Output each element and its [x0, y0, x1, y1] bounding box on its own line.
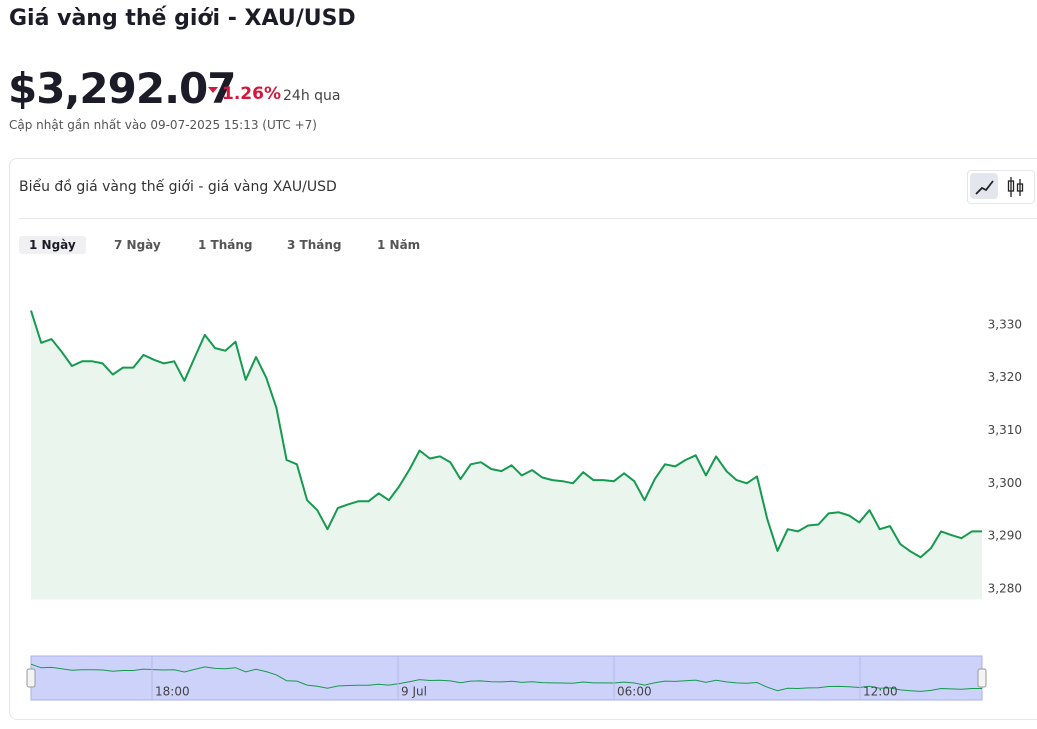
updated: Cập nhật gần nhất vào 09-07-2025 15:13 (… [9, 118, 317, 132]
candle-icon[interactable] [1007, 177, 1024, 197]
price-line [30, 310, 982, 559]
card-title: Biểu đồ giá vàng thế giới - giá vàng XAU… [19, 179, 337, 195]
price: $3,292.07 [8, 64, 236, 113]
navigator-handle[interactable] [977, 668, 987, 688]
y-tick-label: 3,290 [988, 529, 1022, 543]
y-tick-label: 3,300 [988, 476, 1022, 490]
chart-card [9, 158, 1037, 720]
y-tick-label: 3,280 [988, 581, 1022, 595]
line-view[interactable] [970, 173, 998, 199]
y-tick-label: 3,310 [988, 423, 1022, 437]
range-tab[interactable]: 7 Ngày [114, 238, 161, 252]
navigator-label: 18:00 [155, 685, 190, 699]
navigator-label: 06:00 [617, 685, 652, 699]
range-tab[interactable]: 3 Tháng [287, 238, 342, 252]
area [31, 310, 982, 600]
range-tab[interactable]: 1 Ngày [19, 236, 86, 254]
view-toggle [967, 170, 1035, 204]
change: 1.26% [208, 84, 281, 104]
navigator-handle[interactable] [26, 668, 36, 688]
y-tick-label: 3,330 [988, 317, 1022, 331]
navigator-label: 12:00 [863, 685, 898, 699]
page-title: Giá vàng thế giới - XAU/USD [9, 6, 356, 31]
range-tab[interactable]: 1 Tháng [198, 238, 253, 252]
line-icon [975, 180, 994, 195]
range-tab[interactable]: 1 Năm [377, 238, 421, 252]
divider [18, 218, 1037, 219]
navigator-window [30, 655, 983, 701]
period: 24h qua [283, 88, 341, 104]
navigator-line [30, 663, 982, 692]
y-tick-label: 3,320 [988, 370, 1022, 384]
navigator-label: 9 Jul [401, 685, 427, 699]
